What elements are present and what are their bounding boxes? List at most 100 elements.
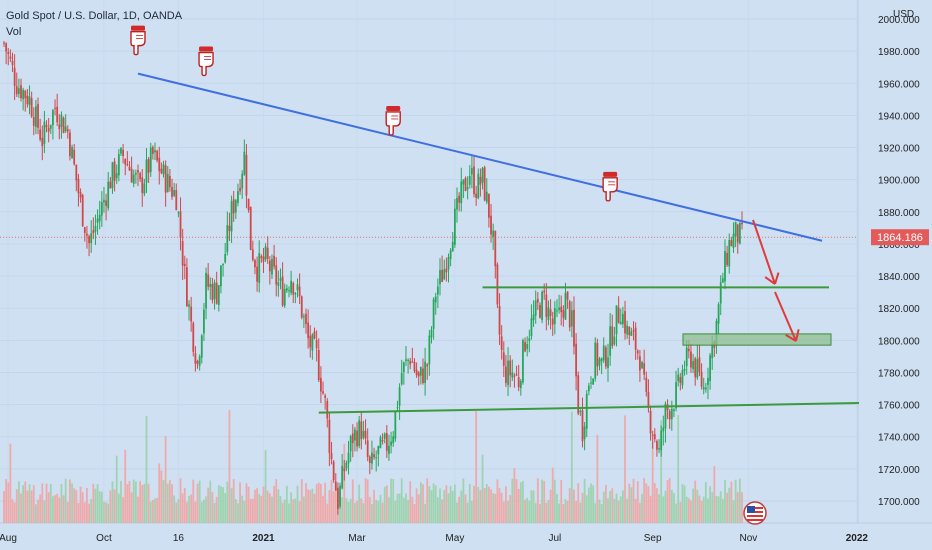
candle [534, 290, 537, 324]
volume-bar [405, 493, 407, 523]
volume-bar [541, 479, 543, 523]
candle [283, 283, 286, 308]
volume-bar [490, 489, 492, 523]
candle [649, 405, 652, 441]
candle [449, 248, 452, 267]
candle [587, 382, 590, 396]
y-tick-label: 1960.000 [878, 79, 920, 90]
candle [343, 460, 346, 481]
candle [196, 359, 199, 369]
volume-bar [88, 503, 90, 523]
volume-bar [390, 478, 392, 523]
candle [56, 93, 59, 127]
x-tick-label: 2021 [252, 533, 275, 544]
volume-bar [447, 493, 450, 523]
candle [738, 222, 741, 245]
volume-bar [217, 485, 220, 523]
target-zone-box[interactable] [682, 333, 832, 346]
volume-bar [211, 492, 214, 523]
volume-bar [556, 493, 558, 523]
volume-bar [328, 490, 331, 523]
candle [475, 185, 478, 206]
volume-bar [194, 501, 197, 523]
volume-bar [449, 485, 452, 523]
us-flag-icon[interactable] [743, 501, 767, 525]
candle [602, 337, 605, 364]
projection-arrows[interactable] [752, 219, 800, 342]
volume-bar [692, 488, 694, 523]
volume-bar [468, 483, 471, 523]
volume-bar [105, 502, 107, 523]
candle-series [3, 41, 743, 515]
y-tick-label: 1820.000 [878, 304, 920, 315]
x-tick-label: Mar [348, 533, 366, 544]
candle [626, 320, 629, 339]
candle [356, 422, 358, 452]
volume-bar [481, 454, 484, 523]
candle [115, 164, 118, 184]
candle [285, 284, 288, 294]
candle [481, 166, 484, 190]
volume-bar [3, 491, 5, 523]
volume-bar [379, 494, 382, 523]
volume-bar [668, 478, 671, 523]
candle [505, 355, 507, 387]
volume-bar [715, 495, 718, 523]
candle [100, 191, 103, 227]
y-tick-label: 1800.000 [878, 336, 920, 347]
volume-bar [728, 487, 731, 523]
volume-bar [577, 483, 580, 523]
volume-bar [134, 481, 137, 523]
candle [39, 118, 42, 142]
volume-bar [56, 493, 59, 523]
volume-bar [613, 498, 616, 523]
candle [428, 330, 431, 376]
volume-bar [132, 479, 135, 523]
candle [337, 482, 339, 515]
volume-bar [398, 493, 401, 523]
volume-bar [536, 478, 539, 523]
volume-bar [585, 495, 588, 523]
x-tick-label: Oct [96, 533, 112, 544]
volume-bar [205, 496, 207, 523]
candle [379, 435, 382, 449]
candle [20, 78, 22, 102]
volume-bar [181, 493, 184, 523]
candle [736, 223, 739, 254]
volume-bar [411, 496, 414, 523]
volume-bar [664, 490, 667, 523]
candle [500, 325, 503, 360]
resistance-trendline[interactable] [137, 72, 823, 242]
candle [43, 110, 46, 154]
candle [502, 341, 505, 378]
candle [188, 300, 190, 321]
candle [536, 292, 539, 310]
volume-bar [734, 479, 737, 523]
volume-bar [366, 479, 369, 523]
candle [275, 257, 278, 297]
volume-bar [43, 500, 46, 523]
candle [411, 347, 414, 363]
candle [524, 337, 526, 353]
candle [734, 221, 737, 248]
candle [224, 242, 227, 264]
x-tick-label: Jul [548, 533, 561, 544]
volume-bar [126, 484, 129, 523]
candle [324, 393, 327, 410]
volume-bar [100, 491, 103, 523]
volume-bar [721, 499, 724, 523]
candle [209, 277, 212, 300]
candle [662, 415, 665, 446]
support-trendline[interactable] [318, 401, 860, 414]
candle [517, 364, 520, 392]
volume-bar [396, 493, 399, 523]
candle [339, 482, 341, 509]
volume-bar [300, 479, 303, 523]
candle [730, 236, 733, 247]
candle [22, 87, 25, 111]
volume-bar [373, 489, 375, 523]
candle [681, 364, 684, 389]
volume-bar [719, 491, 722, 523]
candle [430, 326, 433, 344]
